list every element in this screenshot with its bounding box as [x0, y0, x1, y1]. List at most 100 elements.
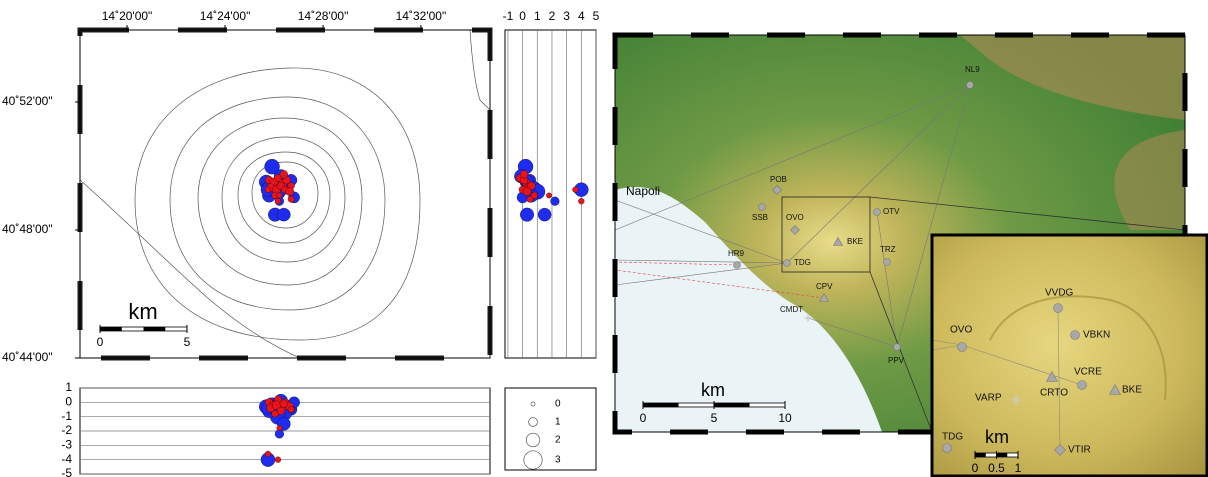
scale-unit: km [985, 427, 1009, 447]
event-elev [279, 399, 288, 408]
lat-tick-label: 40˚44'00" [2, 350, 53, 364]
legend-symbol [528, 417, 538, 427]
scale-label: 0 [640, 411, 647, 425]
event-depth [530, 191, 538, 200]
event-depth [546, 192, 552, 199]
depth-tick-label: 2 [549, 9, 556, 23]
elev-tick-label: -1 [61, 409, 72, 423]
lon-tick-label: 14˚28'00" [298, 9, 349, 23]
station-symbol [883, 258, 891, 266]
scale-label: 0 [97, 335, 104, 349]
station-label: CPV [816, 282, 833, 291]
lon-tick-label: 14˚24'00" [200, 9, 251, 23]
scale-bar-body [100, 327, 122, 331]
event-map [287, 195, 295, 203]
station-symbol [790, 225, 800, 235]
scale-bar-body [143, 327, 166, 331]
event-depth [550, 196, 560, 206]
station-symbol [1011, 395, 1021, 405]
relief-contours [79, 29, 491, 359]
station-label: POB [770, 175, 787, 184]
inset-map [932, 235, 1207, 477]
station-label: PPV [888, 356, 905, 365]
scale-bar-body [643, 403, 679, 407]
station-label: VARP [975, 393, 1002, 404]
station-symbol [758, 203, 766, 211]
event-depth [578, 198, 585, 205]
station-label: BKE [1122, 385, 1142, 396]
legend-label: 1 [555, 417, 561, 428]
depth-tick-label: 3 [563, 9, 570, 23]
station-label: NL9 [965, 65, 980, 74]
depth-tick-label: 1 [534, 9, 541, 23]
event-map [276, 192, 283, 199]
station-symbol [1108, 383, 1122, 395]
station-symbol [1045, 370, 1059, 382]
station-symbol [1053, 303, 1063, 313]
station-symbol [804, 314, 812, 322]
event-map [274, 174, 282, 182]
legend-symbol [530, 401, 536, 407]
elev-tick-label: 1 [65, 380, 72, 394]
station-symbol [942, 443, 952, 453]
elev-tick-label: -5 [61, 466, 72, 477]
city-label: Napoli [626, 184, 660, 198]
station-label: OVO [950, 325, 972, 336]
scale-label: 5 [184, 335, 191, 349]
station-label: TDG [942, 432, 963, 443]
station-label: VBKN [1083, 330, 1110, 341]
scale-bar-body [975, 453, 986, 457]
inset-frame [930, 233, 1208, 477]
depth-tick-label: -1 [503, 9, 514, 23]
elev-tick-label: -3 [61, 438, 72, 452]
station-symbol [818, 292, 830, 302]
scale-label: 10 [778, 411, 792, 425]
elev-tick-label: -2 [61, 423, 72, 437]
event-elev [271, 410, 279, 418]
scale-bar-body [714, 403, 750, 407]
station-symbol [966, 81, 974, 89]
station-label: OTV [883, 207, 900, 216]
lon-tick-label: 14˚20'00" [102, 9, 153, 23]
station-label: SSB [752, 213, 768, 222]
legend-label: 2 [555, 435, 561, 446]
depth-tick-label: 4 [578, 9, 585, 23]
event-depth [537, 207, 552, 222]
event-map [285, 187, 295, 196]
station-label: TRZ [880, 245, 896, 254]
event-map [264, 186, 272, 193]
station-label: HR9 [728, 249, 745, 258]
scale-unit: km [128, 299, 157, 324]
station-symbol [957, 342, 967, 352]
station-symbol [832, 236, 844, 246]
lon-tick-label: 14˚32'00" [396, 9, 447, 23]
event-elev [274, 456, 282, 463]
event-map [279, 170, 288, 179]
event-depth [520, 207, 534, 222]
lat-tick-label: 40˚48'00" [2, 222, 53, 236]
event-elev [264, 450, 272, 458]
station-label: CRTO [1040, 388, 1068, 399]
event-map [277, 207, 291, 222]
station-label: VVDG [1045, 288, 1074, 299]
station-label: BKE [847, 237, 863, 246]
depth-tick-label: 0 [519, 9, 526, 23]
scale-unit: km [701, 380, 725, 400]
station-symbol [772, 185, 782, 195]
station-symbol [733, 261, 741, 269]
legend-label: 3 [555, 455, 561, 466]
scale-label: 0 [972, 461, 979, 475]
legend-label: 0 [555, 399, 561, 410]
station-symbol [1077, 380, 1087, 390]
station-symbol [1070, 330, 1080, 340]
station-symbol [893, 343, 901, 351]
event-depth [572, 186, 579, 193]
event-map [274, 198, 282, 205]
legend-symbol [525, 432, 541, 448]
scale-bar: km [128, 299, 157, 324]
station-symbol [783, 259, 791, 267]
event-map [264, 158, 280, 175]
station-label: VTIR [1068, 445, 1091, 456]
